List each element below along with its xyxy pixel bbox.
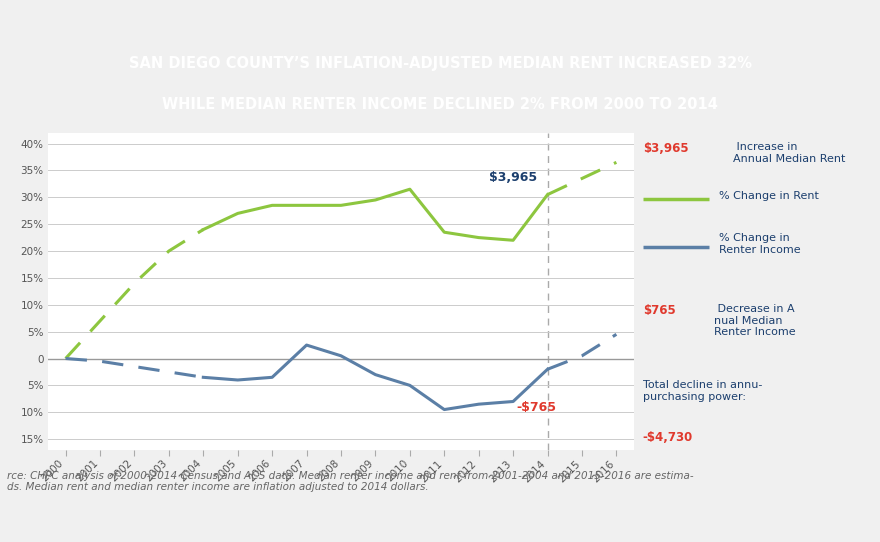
Text: Decrease in A
nual Median
Renter Income: Decrease in A nual Median Renter Income	[714, 304, 796, 337]
Text: -$765: -$765	[517, 402, 556, 415]
Text: $3,965: $3,965	[642, 143, 688, 156]
Text: Total decline in annu-
purchasing power:: Total decline in annu- purchasing power:	[642, 380, 762, 402]
Text: -$4,730: -$4,730	[642, 431, 693, 444]
Text: Increase in
Annual Median Rent: Increase in Annual Median Rent	[733, 143, 846, 164]
Text: $765: $765	[642, 304, 676, 317]
Text: rce: CHPC analysis of 2000-2014 Census and ACS data. Median renter income and re: rce: CHPC analysis of 2000-2014 Census a…	[7, 470, 693, 492]
Text: % Change in Rent: % Change in Rent	[719, 191, 818, 201]
Text: $3,965: $3,965	[489, 171, 537, 184]
Text: SAN DIEGO COUNTY’S INFLATION-ADJUSTED MEDIAN RENT INCREASED 32%: SAN DIEGO COUNTY’S INFLATION-ADJUSTED ME…	[128, 56, 752, 72]
Text: WHILE MEDIAN RENTER INCOME DECLINED 2% FROM 2000 TO 2014: WHILE MEDIAN RENTER INCOME DECLINED 2% F…	[162, 98, 718, 113]
Text: % Change in
Renter Income: % Change in Renter Income	[719, 233, 801, 255]
